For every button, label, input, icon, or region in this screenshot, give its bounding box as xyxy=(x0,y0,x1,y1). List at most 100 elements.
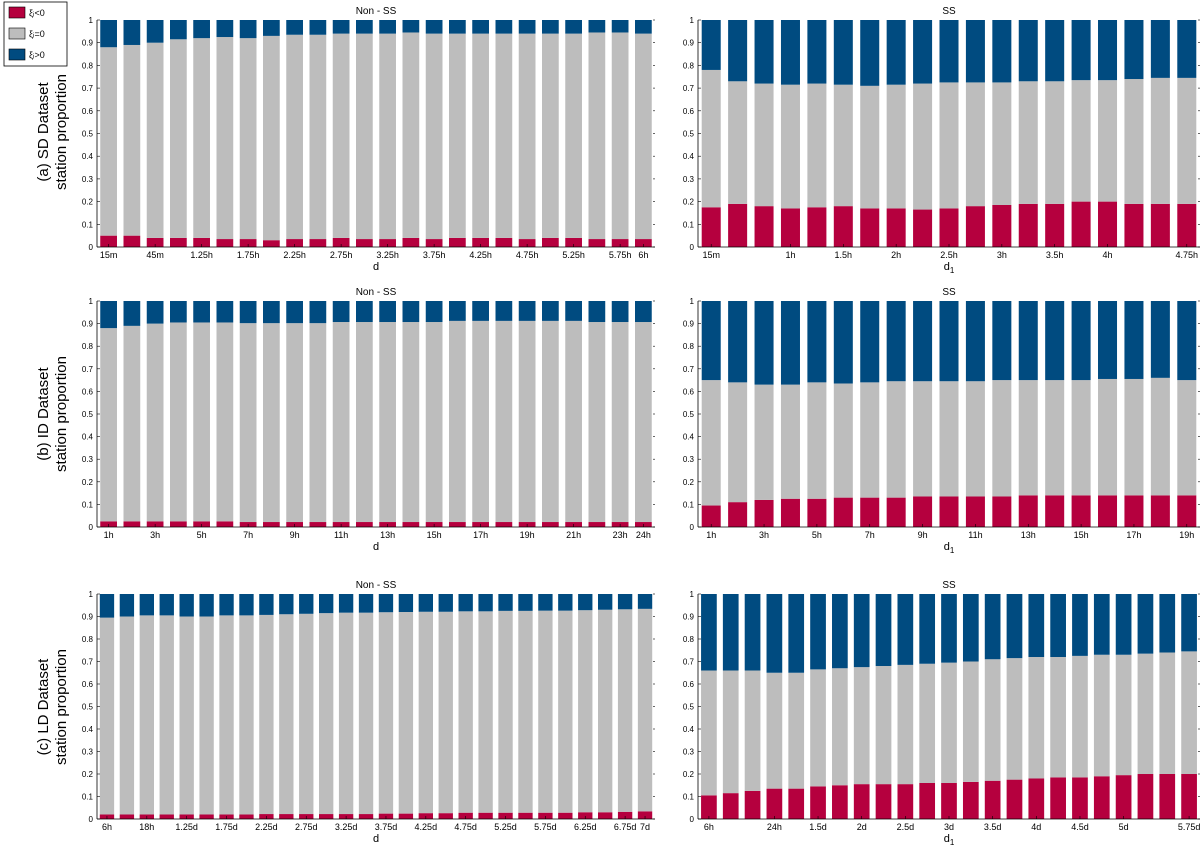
bar-segment-3-17 xyxy=(1124,20,1144,80)
bar-segment-3-26 xyxy=(598,594,613,610)
bar-segment-3-8 xyxy=(263,20,280,36)
bar-segment-1-6 xyxy=(216,521,234,527)
bar-segment-1-6 xyxy=(833,206,853,247)
bar-segment-1-10 xyxy=(279,814,294,819)
bar-segment-3-22 xyxy=(1159,594,1176,653)
bar-segment-2-22 xyxy=(588,32,606,240)
bar-segment-1-13 xyxy=(1018,203,1038,247)
bar-segment-3-21 xyxy=(565,20,582,34)
bar-segment-1-23 xyxy=(538,812,553,819)
bar-segment-2-18 xyxy=(495,320,513,523)
x-tick-label: 13h xyxy=(1021,530,1036,540)
bar-segment-3-13 xyxy=(1018,301,1038,381)
y-tick-label: 1 xyxy=(89,16,94,25)
x-tick-label: 4.75h xyxy=(516,250,539,260)
bar-segment-3-20 xyxy=(542,301,559,321)
y-tick-label: 0.1 xyxy=(683,220,695,229)
bar-segment-3-18 xyxy=(495,20,513,34)
bar-segment-3-15 xyxy=(425,20,443,34)
bar-segment-3-3 xyxy=(744,594,761,671)
bar-segment-3-10 xyxy=(309,20,327,35)
bar-segment-1-12 xyxy=(356,239,373,247)
bar-segment-2-3 xyxy=(146,323,164,522)
bar-segment-1-27 xyxy=(617,811,633,819)
bar-segment-1-19 xyxy=(1093,776,1110,819)
y-tick-label: 0.7 xyxy=(683,658,695,667)
y-tick-label: 0.4 xyxy=(683,725,695,734)
y-tick-label: 0.1 xyxy=(82,793,94,802)
panel-1: 0 0.1 0.2 0.3 0.4 0.5 0.6 0.7 0.8 0.9 1 15m 45m 1.25h… xyxy=(82,6,655,273)
x-tick-label: 5.75h xyxy=(609,250,632,260)
bar-segment-3-19 xyxy=(518,20,536,34)
bar-segment-2-8 xyxy=(853,667,870,785)
bar-segment-2-15 xyxy=(1006,658,1023,780)
bar-segment-1-10 xyxy=(309,522,327,527)
bar-segment-2-4 xyxy=(766,672,783,789)
bar-segment-3-12 xyxy=(941,594,957,663)
bar-segment-2-1 xyxy=(701,670,717,796)
bar-segment-3-18 xyxy=(1150,301,1170,378)
bar-segment-1-15 xyxy=(1006,779,1023,820)
bar-segment-2-14 xyxy=(1045,380,1065,496)
bar-segment-3-21 xyxy=(565,301,582,321)
bar-segment-1-12 xyxy=(319,814,334,819)
bar-segment-1-14 xyxy=(1045,203,1065,247)
chart-panels: 0 0.1 0.2 0.3 0.4 0.5 0.6 0.7 0.8 0.9 1 15m 45m 1.25h… xyxy=(82,6,1200,847)
bar-segment-1-16 xyxy=(1028,778,1045,819)
bar-segment-1-13 xyxy=(379,239,396,247)
bar-segment-3-5 xyxy=(179,594,194,617)
y-tick-label: 0.6 xyxy=(683,680,695,689)
bar-segment-3-13 xyxy=(379,301,396,323)
bar-segment-2-12 xyxy=(992,82,1012,205)
bar-segment-1-17 xyxy=(472,237,489,247)
bar-segment-2-1 xyxy=(100,47,117,236)
bar-segment-2-6 xyxy=(216,37,234,240)
row-label-c-line2: station proportion xyxy=(53,649,70,765)
bar-segment-3-9 xyxy=(286,20,303,35)
bar-segment-3-6 xyxy=(810,594,826,670)
bar-segment-2-16 xyxy=(449,33,466,238)
bar-segment-2-11 xyxy=(332,33,350,238)
x-tick-label: 13h xyxy=(380,530,395,540)
row-label-a: (a) SD Dataset station proportion xyxy=(35,74,70,190)
bar-segment-1-6 xyxy=(216,239,234,247)
bar-segment-2-10 xyxy=(939,381,959,497)
x-tick-label: 15h xyxy=(1074,530,1089,540)
bar-segment-1-12 xyxy=(992,496,1012,527)
bar-segment-2-4 xyxy=(780,84,800,209)
bar-segment-2-7 xyxy=(239,38,257,240)
x-tick-label: 17h xyxy=(1126,530,1141,540)
bar-segment-2-27 xyxy=(617,609,633,812)
bar-segment-2-22 xyxy=(518,610,533,813)
bar-segment-2-2 xyxy=(123,44,141,236)
bar-segment-3-9 xyxy=(875,594,892,666)
bar-segment-3-7 xyxy=(219,594,234,616)
bar-segment-3-11 xyxy=(965,20,985,83)
bar-segment-1-2 xyxy=(728,502,748,527)
bar-segment-3-1 xyxy=(701,594,717,671)
y-tick-label: 1 xyxy=(690,16,695,25)
bar-segment-2-2 xyxy=(728,81,748,204)
bar-segment-3-19 xyxy=(1177,20,1197,78)
bar-segment-3-22 xyxy=(518,594,533,611)
bar-segment-3-16 xyxy=(1098,20,1118,81)
bar-segment-1-5 xyxy=(193,237,210,247)
bar-segment-3-12 xyxy=(992,301,1012,381)
bar-segment-2-6 xyxy=(199,616,214,815)
y-tick-label: 0.2 xyxy=(82,198,94,207)
x-axis-label: d xyxy=(373,541,379,553)
y-tick-label: 0 xyxy=(690,243,695,252)
bar-segment-3-18 xyxy=(1150,20,1170,78)
bar-segment-1-2 xyxy=(123,235,141,247)
y-tick-label: 0.4 xyxy=(82,433,94,442)
x-tick-label: 23h xyxy=(613,530,628,540)
bar-segment-3-8 xyxy=(853,594,870,668)
bar-segment-2-17 xyxy=(1124,378,1144,496)
y-tick-label: 0.9 xyxy=(82,320,94,329)
bar-segment-1-15 xyxy=(1071,201,1091,247)
bar-segment-1-24 xyxy=(558,812,573,819)
x-tick-label: 3.75h xyxy=(423,250,446,260)
y-tick-label: 0.7 xyxy=(683,84,695,93)
y-tick-label: 0.8 xyxy=(683,61,695,70)
